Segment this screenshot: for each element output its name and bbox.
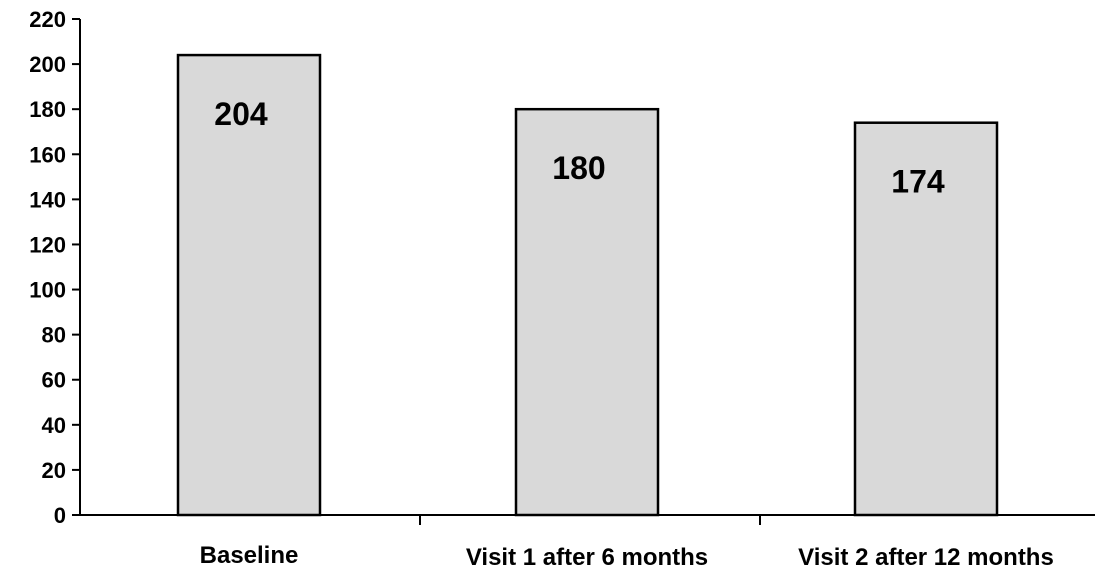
y-tick-label: 40 — [42, 413, 66, 438]
y-tick-label: 160 — [29, 142, 66, 167]
bar-value-label: 180 — [552, 150, 605, 186]
y-tick-label: 80 — [42, 323, 66, 348]
x-category-label: Visit 2 after 12 months — [798, 544, 1054, 569]
bar-value-label: 174 — [891, 164, 945, 200]
x-axis: Baseline Visit 1 after 6 months Visit 2 af… — [80, 514, 1095, 569]
x-category-label: Baseline — [200, 542, 299, 569]
y-tick-label: 20 — [42, 458, 66, 483]
y-axis: 0 20 40 60 80 100 120 140 160 180 200 220 — [29, 7, 81, 528]
y-tick-label: 220 — [29, 7, 66, 32]
x-category-label: Visit 1 after 6 months — [466, 544, 708, 569]
bar-value-label: 204 — [214, 96, 268, 132]
y-tick-label: 140 — [29, 187, 66, 212]
y-tick-label: 60 — [42, 368, 66, 393]
y-tick-label: 0 — [54, 503, 66, 528]
bar — [176, 53, 322, 517]
bars — [176, 53, 999, 517]
bar — [514, 107, 660, 517]
y-tick-label: 100 — [29, 278, 66, 303]
y-tick-label: 180 — [29, 97, 66, 122]
y-tick-label: 200 — [29, 52, 66, 77]
y-tick-label: 120 — [29, 232, 66, 257]
data-labels: 204 180 174 — [214, 96, 945, 200]
bar — [853, 121, 999, 517]
